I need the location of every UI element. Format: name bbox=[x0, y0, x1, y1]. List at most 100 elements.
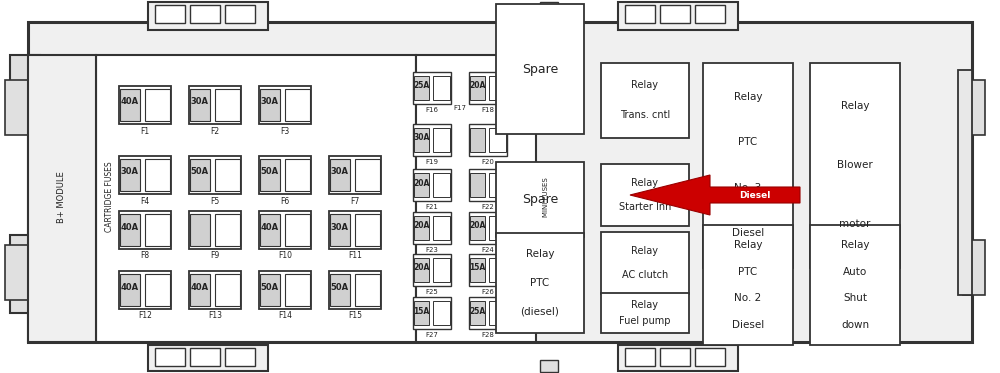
Text: F5: F5 bbox=[210, 197, 220, 206]
Text: 20A: 20A bbox=[469, 222, 486, 231]
Text: Starter Inh: Starter Inh bbox=[619, 203, 671, 212]
Text: F8: F8 bbox=[140, 251, 150, 260]
Bar bbox=[660, 5, 690, 23]
Text: 15A: 15A bbox=[469, 263, 486, 273]
Text: 30A: 30A bbox=[121, 167, 139, 176]
Bar bbox=[148, 345, 268, 371]
Bar bbox=[618, 345, 738, 371]
Bar bbox=[215, 275, 240, 305]
Bar bbox=[469, 212, 507, 244]
Text: PTC: PTC bbox=[530, 278, 550, 288]
Bar bbox=[963, 80, 985, 135]
Bar bbox=[414, 216, 429, 239]
Text: F6: F6 bbox=[280, 197, 290, 206]
Bar bbox=[330, 214, 350, 245]
Bar bbox=[496, 162, 584, 236]
Text: Relay: Relay bbox=[632, 245, 658, 256]
Bar bbox=[145, 275, 170, 305]
Text: No. 2: No. 2 bbox=[734, 293, 762, 303]
Bar bbox=[470, 128, 485, 151]
Text: F3: F3 bbox=[280, 126, 290, 135]
Text: B+ MODULE: B+ MODULE bbox=[58, 171, 66, 223]
Bar bbox=[189, 211, 241, 249]
Bar bbox=[190, 159, 210, 191]
Bar bbox=[120, 159, 140, 191]
Bar bbox=[416, 55, 536, 342]
Text: F1: F1 bbox=[140, 126, 150, 135]
Text: 50A: 50A bbox=[261, 282, 279, 292]
Text: F2: F2 bbox=[210, 126, 220, 135]
Text: Relay: Relay bbox=[632, 178, 658, 188]
Bar bbox=[189, 271, 241, 309]
Bar bbox=[145, 159, 170, 191]
Text: 25A: 25A bbox=[413, 81, 430, 91]
Bar bbox=[215, 159, 240, 191]
Bar bbox=[470, 258, 485, 282]
Text: Relay: Relay bbox=[526, 250, 554, 260]
Text: PTC: PTC bbox=[738, 137, 758, 147]
Text: Diesel: Diesel bbox=[732, 228, 764, 238]
Bar bbox=[190, 90, 210, 120]
Text: No. 3: No. 3 bbox=[734, 183, 762, 193]
Bar bbox=[433, 76, 450, 100]
Bar bbox=[433, 173, 450, 197]
Text: 20A: 20A bbox=[469, 81, 486, 91]
Bar bbox=[189, 86, 241, 124]
Text: F23: F23 bbox=[426, 247, 438, 253]
Bar bbox=[601, 293, 689, 333]
Bar bbox=[625, 348, 655, 366]
Text: Relay: Relay bbox=[841, 101, 869, 112]
Bar bbox=[259, 86, 311, 124]
Bar bbox=[470, 173, 485, 197]
Text: 25A: 25A bbox=[469, 307, 486, 316]
Bar bbox=[413, 212, 451, 244]
Text: F15: F15 bbox=[348, 311, 362, 320]
Bar bbox=[259, 156, 311, 194]
Text: 30A: 30A bbox=[413, 134, 430, 142]
Bar bbox=[414, 258, 429, 282]
Bar bbox=[601, 164, 689, 226]
Bar bbox=[285, 214, 310, 245]
Bar bbox=[413, 72, 451, 104]
Bar bbox=[496, 4, 584, 134]
Text: 15A: 15A bbox=[413, 307, 430, 316]
Bar bbox=[189, 156, 241, 194]
Bar bbox=[601, 63, 689, 138]
Text: F19: F19 bbox=[426, 159, 438, 165]
Text: 50A: 50A bbox=[261, 167, 279, 176]
Text: 20A: 20A bbox=[413, 179, 430, 188]
Bar bbox=[190, 348, 220, 366]
Bar bbox=[469, 169, 507, 201]
Bar bbox=[260, 214, 280, 245]
Text: Trans. cntl: Trans. cntl bbox=[620, 110, 670, 120]
Bar bbox=[618, 2, 738, 30]
Bar bbox=[625, 5, 655, 23]
Text: Diesel: Diesel bbox=[732, 320, 764, 330]
Bar bbox=[413, 254, 451, 286]
Text: CARTRIDGE FUSES: CARTRIDGE FUSES bbox=[106, 162, 114, 232]
Bar bbox=[190, 275, 210, 305]
Bar bbox=[285, 159, 310, 191]
Text: MINI FUSES: MINI FUSES bbox=[543, 177, 549, 217]
Text: 40A: 40A bbox=[121, 97, 139, 107]
Bar bbox=[259, 211, 311, 249]
Text: F28: F28 bbox=[482, 332, 494, 338]
Bar bbox=[215, 90, 240, 120]
Text: motor: motor bbox=[839, 219, 871, 229]
Text: 40A: 40A bbox=[121, 223, 139, 232]
Text: F21: F21 bbox=[426, 204, 438, 210]
Bar bbox=[414, 76, 429, 100]
Text: 50A: 50A bbox=[331, 282, 349, 292]
Bar bbox=[355, 159, 380, 191]
Bar bbox=[5, 245, 30, 300]
Bar bbox=[190, 5, 220, 23]
Text: 40A: 40A bbox=[261, 223, 279, 232]
Bar bbox=[96, 55, 416, 342]
Text: 40A: 40A bbox=[121, 282, 139, 292]
Text: F9: F9 bbox=[210, 251, 220, 260]
Bar bbox=[695, 5, 725, 23]
Bar bbox=[810, 225, 900, 345]
Text: 20A: 20A bbox=[413, 263, 430, 273]
Text: 50A: 50A bbox=[191, 167, 209, 176]
Bar bbox=[703, 225, 793, 345]
